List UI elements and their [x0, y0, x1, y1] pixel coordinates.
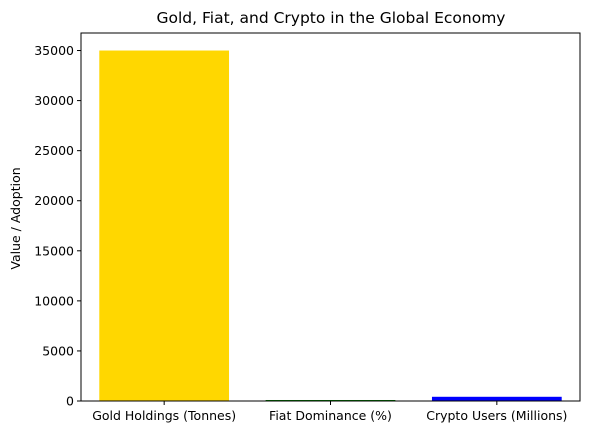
- plot-frame: [80, 32, 581, 402]
- y-axis-ticks: 0 5000 10000 15000 20000 25000 30000 35000: [34, 43, 81, 409]
- y-tick-label: 5000: [42, 343, 74, 358]
- x-tick-label: Fiat Dominance (%): [269, 408, 392, 423]
- bar-crypto-users-millions: [431, 396, 562, 401]
- x-tick-label: Gold Holdings (Tonnes): [92, 408, 236, 423]
- bar-gold-holdings-tonnes: [99, 50, 230, 402]
- y-tick-label: 35000: [34, 43, 74, 58]
- bar-fiat-dominance: [265, 399, 396, 401]
- x-axis-ticks: Gold Holdings (Tonnes) Fiat Dominance (%)…: [92, 401, 567, 423]
- chart-title: Gold, Fiat, and Crypto in the Global Eco…: [157, 9, 506, 27]
- y-axis-label: Value / Adoption: [8, 167, 23, 269]
- y-tick-label: 10000: [34, 293, 74, 308]
- x-tick-label: Crypto Users (Millions): [426, 408, 567, 423]
- y-tick-label: 30000: [34, 93, 74, 108]
- y-tick-label: 15000: [34, 243, 74, 258]
- y-tick-label: 20000: [34, 193, 74, 208]
- bars-group: [99, 50, 562, 402]
- y-tick-label: 0: [66, 394, 74, 409]
- y-tick-label: 25000: [34, 143, 74, 158]
